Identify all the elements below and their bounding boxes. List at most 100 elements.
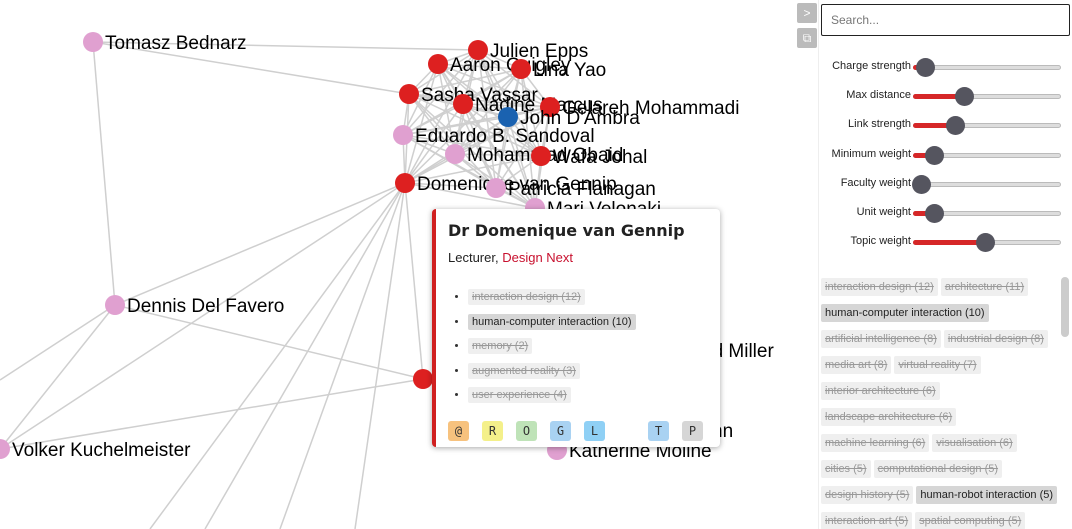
graph-edge xyxy=(354,182,406,529)
topic-filter-tag[interactable]: visualisation (6) xyxy=(932,434,1017,452)
graph-node-label[interactable]: Julien Epps xyxy=(490,41,588,62)
graph-edge xyxy=(404,182,424,380)
graph-node[interactable] xyxy=(486,178,506,198)
slider-handle[interactable] xyxy=(912,174,931,194)
graph-edge xyxy=(404,68,522,184)
graph-node[interactable] xyxy=(453,94,473,114)
person-position: Lecturer, xyxy=(448,250,499,265)
profile-link-buttons: @ R O G L T P xyxy=(448,421,708,441)
topic-filter-tag[interactable]: architecture (11) xyxy=(940,278,1029,296)
graph-edge xyxy=(279,182,406,529)
graph-edge xyxy=(404,155,542,184)
graph-edge xyxy=(404,182,536,209)
topic-filter-tag[interactable]: interior architecture (6) xyxy=(821,382,940,400)
topic-tag[interactable]: user experience (4) xyxy=(468,387,571,404)
graph-edge xyxy=(404,106,551,184)
graph-edge xyxy=(408,93,456,155)
graph-node[interactable] xyxy=(498,107,518,127)
topic-filter-tag[interactable]: artificial intelligence (8) xyxy=(821,330,941,348)
popout-icon[interactable]: ⧉ xyxy=(797,28,817,48)
graph-node[interactable] xyxy=(0,439,10,459)
topic-filter-tag[interactable]: computational design (5) xyxy=(873,460,1003,478)
graph-edge xyxy=(495,116,509,189)
orcid-button[interactable]: O xyxy=(516,421,537,441)
graph-node-label[interactable]: John D'Ambra xyxy=(520,108,640,129)
network-graph[interactable]: Tomasz Bednarz Julien Epps Aaron Quigley Li… xyxy=(0,0,818,529)
graph-node-label[interactable]: Domenique van Gennip xyxy=(417,174,617,195)
linkedin-button[interactable]: L xyxy=(584,421,605,441)
graph-node[interactable] xyxy=(428,54,448,74)
graph-node[interactable] xyxy=(105,295,125,315)
graph-node[interactable] xyxy=(399,84,419,104)
topic-filter-tag[interactable]: spatial computing (5) xyxy=(915,512,1026,529)
graph-node-label[interactable]: Volker Kuchelmeister xyxy=(12,440,191,461)
topic-filter-tag[interactable]: industrial design (8) xyxy=(943,330,1048,348)
topic-tag[interactable]: augmented reality (3) xyxy=(468,362,580,379)
slider-handle[interactable] xyxy=(916,58,936,77)
topic-tag[interactable]: memory (2) xyxy=(468,338,533,355)
graph-node-label[interactable]: Wafa Johal xyxy=(553,147,647,168)
topic-filter-tag[interactable]: interaction design (12) xyxy=(821,278,938,296)
slider-track[interactable] xyxy=(913,181,1061,187)
search-input[interactable] xyxy=(821,4,1070,36)
graph-node[interactable] xyxy=(395,173,415,193)
topic-item: memory (2) xyxy=(468,338,708,363)
graph-edge xyxy=(204,182,406,529)
graph-node[interactable] xyxy=(511,59,531,79)
graph-node[interactable] xyxy=(445,144,465,164)
research-button[interactable]: R xyxy=(482,421,503,441)
graph-node[interactable] xyxy=(531,146,551,166)
graph-edge xyxy=(437,63,456,155)
slider-handle[interactable] xyxy=(925,145,945,165)
slider-handle[interactable] xyxy=(975,233,995,253)
graph-node-label[interactable]: Sasha Vassar xyxy=(421,85,539,106)
slider-row: Faculty weight xyxy=(819,173,1072,194)
topic-tag[interactable]: human-computer interaction (10) xyxy=(468,313,636,330)
slider-handle[interactable] xyxy=(925,204,945,223)
topic-filter-tag[interactable]: virtual reality (7) xyxy=(894,356,981,374)
topic-filter-tag[interactable]: human-robot interaction (5) xyxy=(916,486,1058,504)
graph-node[interactable] xyxy=(413,369,433,389)
google-scholar-button[interactable]: G xyxy=(550,421,571,441)
topic-filter-tag[interactable]: design history (5) xyxy=(821,486,914,504)
graph-edge xyxy=(402,49,479,136)
topic-item: user experience (4) xyxy=(468,387,708,412)
slider-fill xyxy=(913,211,935,216)
department-link[interactable]: Design Next xyxy=(502,250,574,265)
topic-filter-tag[interactable]: media art (8) xyxy=(821,356,892,374)
graph-node-label[interactable]: Tomasz Bednarz xyxy=(105,33,247,54)
graph-node-label[interactable]: ad Miller xyxy=(702,341,774,362)
graph-edge xyxy=(92,41,410,95)
graph-edge xyxy=(92,41,116,306)
graph-node-label[interactable]: Lina Yao xyxy=(533,60,606,81)
topic-filter-tag[interactable]: cities (5) xyxy=(821,460,871,478)
graph-node[interactable] xyxy=(83,32,103,52)
topic-tag[interactable]: interaction design (12) xyxy=(468,289,585,305)
slider-track[interactable] xyxy=(913,65,1061,70)
person-name: Dr Domenique van Gennip xyxy=(448,221,685,240)
graph-node-label[interactable]: Gelareh Mohammadi xyxy=(562,98,739,119)
graph-node[interactable] xyxy=(468,40,488,60)
email-button[interactable]: @ xyxy=(448,421,469,441)
slider-label: Minimum weight xyxy=(831,147,911,160)
topic-filter-tag[interactable]: human-computer interaction (10) xyxy=(821,304,989,322)
chevron-right-icon[interactable]: > xyxy=(797,3,817,23)
graph-node-label[interactable]: Patricia Flanagan xyxy=(508,179,656,200)
graph-node-label[interactable]: Dennis Del Favero xyxy=(127,296,284,317)
graph-node[interactable] xyxy=(540,97,560,117)
graph-node-label[interactable]: Eduardo B. Sandoval xyxy=(415,126,595,147)
twitter-button[interactable]: T xyxy=(648,421,669,441)
graph-node[interactable] xyxy=(393,125,413,145)
graph-edge xyxy=(437,63,509,118)
slider-label: Unit weight xyxy=(856,206,911,218)
profile-button[interactable]: P xyxy=(682,421,703,441)
graph-edge xyxy=(404,63,439,184)
topic-filter-tag[interactable]: interaction art (5) xyxy=(821,512,913,529)
topic-filter-tag[interactable]: machine learning (6) xyxy=(821,434,930,452)
topic-list-scrollbar[interactable] xyxy=(1061,277,1069,337)
topic-filter-tag[interactable]: landscape architecture (6) xyxy=(821,408,957,426)
slider-handle[interactable] xyxy=(954,87,974,107)
slider-row: Unit weight xyxy=(819,202,1072,223)
slider-handle[interactable] xyxy=(946,116,966,136)
graph-node-label[interactable]: Aaron Quigley xyxy=(450,55,571,76)
